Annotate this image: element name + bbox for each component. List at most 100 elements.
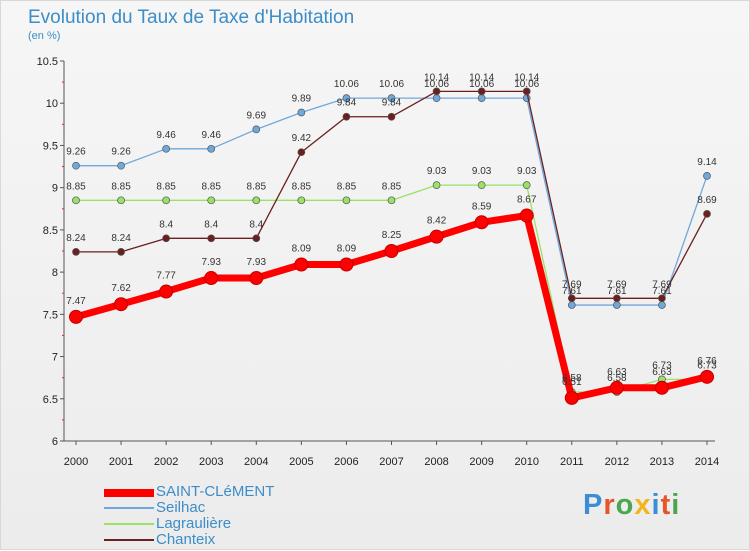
data-point-lagrauli-re: [432, 181, 441, 189]
data-label-lagrauli-re: 9.03: [472, 166, 492, 177]
data-label-seilhac: 10.06: [424, 79, 449, 90]
data-label-lagrauli-re: 6.58: [562, 373, 582, 384]
y-tick-label: 10: [46, 98, 58, 110]
data-label-lagrauli-re: 9.03: [427, 166, 447, 177]
data-label-seilhac: 9.89: [292, 94, 312, 105]
data-label-seilhac: 9.26: [111, 147, 131, 158]
data-label-saint-cl-ment: 7.47: [66, 296, 86, 307]
legend-label-chanteix: Chanteix: [156, 531, 216, 548]
data-point-chanteix: [658, 294, 666, 303]
data-label-lagrauli-re: 8.85: [66, 181, 86, 192]
x-tick-label: 2014: [695, 456, 719, 468]
data-label-chanteix: 8.4: [159, 219, 173, 230]
data-point-saint-cl-ment: [339, 257, 354, 272]
data-point-chanteix: [297, 148, 306, 157]
data-label-saint-cl-ment: 6.51: [562, 377, 582, 388]
data-point-lagrauli-re: [252, 196, 261, 205]
data-label-seilhac: 9.14: [697, 157, 717, 168]
data-point-lagrauli-re: [162, 196, 170, 205]
y-tick-label: 7: [52, 352, 58, 364]
data-point-saint-cl-ment: [609, 380, 624, 395]
data-point-lagrauli-re: [342, 196, 351, 205]
data-label-lagrauli-re: 8.85: [201, 181, 221, 192]
data-label-saint-cl-ment: 8.59: [472, 201, 492, 212]
data-label-saint-cl-ment: 7.93: [201, 257, 221, 268]
data-label-seilhac: 10.06: [334, 79, 359, 90]
data-point-saint-cl-ment: [204, 271, 219, 286]
data-label-seilhac: 10.06: [469, 79, 494, 90]
series-line-chanteix: [76, 90, 708, 299]
data-point-lagrauli-re: [207, 196, 216, 205]
data-point-saint-cl-ment: [249, 271, 264, 286]
x-tick-label: 2006: [334, 456, 358, 468]
data-label-seilhac: 9.26: [66, 147, 86, 158]
data-label-lagrauli-re: 8.85: [156, 181, 176, 192]
data-point-seilhac: [297, 108, 306, 117]
data-point-seilhac: [162, 144, 170, 153]
legend-label-saint-clement: SAINT-CLéMENT: [156, 483, 275, 500]
data-point-saint-cl-ment: [429, 229, 444, 244]
data-label-lagrauli-re: 8.85: [292, 181, 312, 192]
data-label-chanteix: 9.84: [337, 98, 357, 109]
x-tick-label: 2011: [560, 456, 584, 468]
data-point-chanteix: [207, 234, 216, 243]
data-point-saint-cl-ment: [700, 369, 714, 384]
logo-letter: r: [603, 489, 616, 521]
series-layer: [69, 87, 714, 405]
data-point-chanteix: [387, 112, 396, 121]
legend-label-seilhac: Seilhac: [156, 499, 206, 516]
data-label-seilhac: 9.46: [156, 130, 176, 141]
legend-swatch-chanteix: [104, 539, 154, 541]
data-point-lagrauli-re: [117, 196, 125, 205]
data-point-saint-cl-ment: [564, 390, 579, 405]
data-point-seilhac: [342, 94, 351, 103]
chart-title: Evolution du Taux de Taxe d'Habitation: [28, 7, 355, 28]
logo-letter: i: [671, 489, 681, 521]
data-point-chanteix: [342, 112, 351, 121]
data-point-lagrauli-re: [477, 181, 486, 189]
data-point-lagrauli-re: [387, 196, 396, 205]
data-label-lagrauli-re: 8.85: [382, 181, 402, 192]
x-tick-label: 2009: [469, 456, 493, 468]
data-label-lagrauli-re: 6.73: [697, 360, 717, 371]
data-point-saint-cl-ment: [384, 244, 399, 258]
x-tick-label: 2000: [64, 456, 88, 468]
data-point-seilhac: [432, 94, 441, 103]
data-label-chanteix: 8.24: [66, 233, 86, 244]
data-point-seilhac: [387, 94, 396, 103]
data-label-chanteix: 8.24: [111, 233, 131, 244]
x-tick-label: 2004: [244, 456, 268, 468]
data-label-lagrauli-re: 9.03: [517, 166, 537, 177]
data-point-chanteix: [252, 234, 261, 243]
data-point-seilhac: [477, 94, 486, 103]
data-label-chanteix: 8.69: [697, 195, 717, 206]
y-tick-label: 9.5: [43, 140, 58, 152]
data-point-chanteix: [522, 87, 531, 96]
data-point-seilhac: [252, 125, 261, 134]
data-label-seilhac: 7.61: [652, 286, 672, 297]
x-tick-label: 2007: [379, 456, 403, 468]
logo-letter: t: [660, 489, 672, 521]
data-label-lagrauli-re: 6.73: [652, 360, 672, 371]
data-point-saint-cl-ment: [519, 208, 534, 223]
chart-unit-label: (en %): [28, 30, 61, 42]
data-label-seilhac: 10.06: [514, 79, 539, 90]
data-label-saint-cl-ment: 7.62: [111, 283, 131, 294]
x-tick-label: 2003: [199, 456, 223, 468]
data-label-saint-cl-ment: 7.93: [247, 257, 267, 268]
data-label-saint-cl-ment: 7.77: [156, 271, 176, 282]
x-tick-label: 2012: [605, 456, 629, 468]
legend-swatch-seilhac: [104, 507, 154, 509]
data-label-chanteix: 7.69: [562, 279, 582, 290]
data-point-seilhac: [72, 161, 80, 170]
y-tick-label: 9: [52, 183, 58, 195]
data-point-seilhac: [658, 301, 666, 309]
data-point-lagrauli-re: [522, 181, 531, 189]
data-point-chanteix: [117, 247, 125, 256]
data-label-chanteix: 7.69: [607, 279, 627, 290]
proxiti-logo: Proxiti: [583, 489, 680, 522]
data-point-lagrauli-re: [72, 196, 80, 205]
y-tick-label: 6: [52, 436, 58, 448]
